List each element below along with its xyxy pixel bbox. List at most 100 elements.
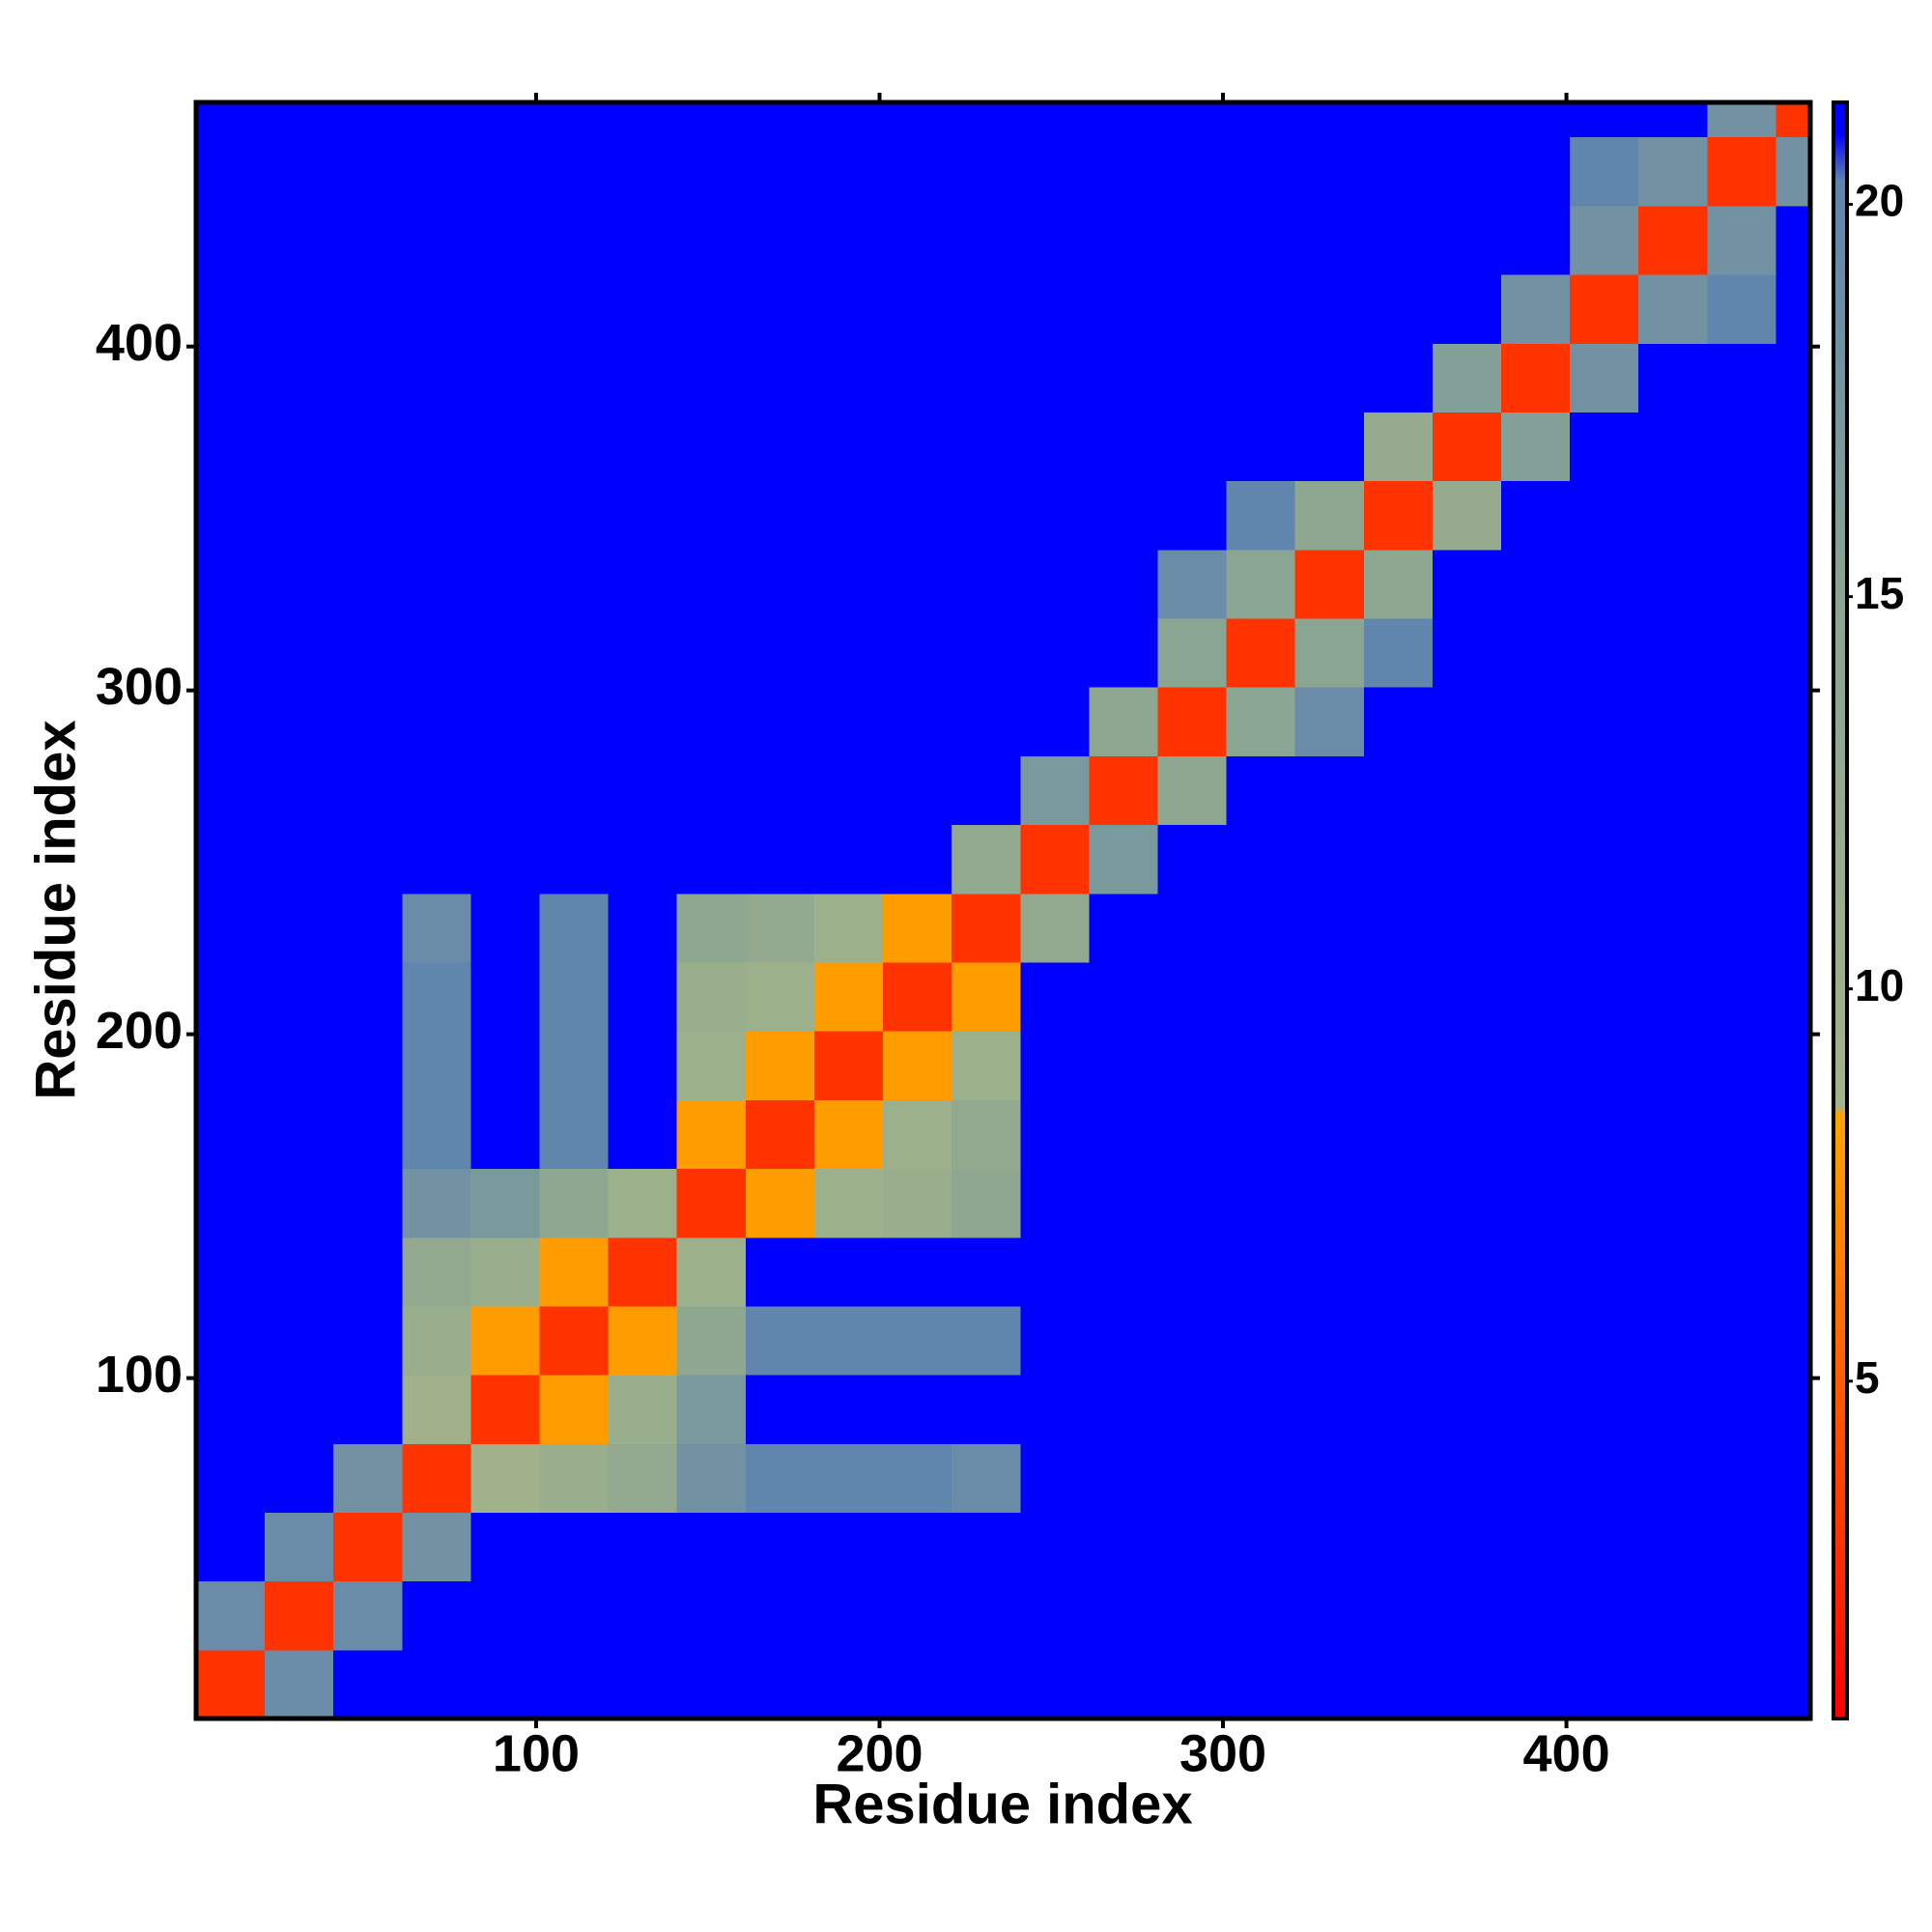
heatmap-cell — [883, 824, 952, 895]
heatmap-cell — [265, 1236, 334, 1307]
heatmap-cell — [196, 1375, 266, 1444]
heatmap-cell — [952, 961, 1021, 1032]
heatmap-cell — [402, 343, 472, 412]
heatmap-cell — [1501, 687, 1571, 756]
heatmap-cell — [813, 1099, 884, 1170]
heatmap-cell — [1226, 1375, 1296, 1444]
heatmap-cell — [1363, 412, 1434, 482]
heatmap-cell — [1226, 480, 1296, 551]
heatmap-cell — [1501, 961, 1571, 1032]
heatmap-cell — [470, 1375, 541, 1444]
heatmap-cell — [1570, 687, 1639, 756]
heatmap-cell — [265, 205, 334, 275]
heatmap-cell — [196, 1580, 266, 1651]
heatmap-cell — [676, 343, 747, 412]
heatmap-cell — [1707, 1099, 1777, 1170]
heatmap-cell — [676, 480, 747, 551]
heatmap-cell — [539, 136, 610, 207]
heatmap-cell — [1638, 480, 1708, 551]
heatmap-cell — [1294, 961, 1365, 1032]
heatmap-cell — [608, 1580, 678, 1651]
heatmap-cell — [1638, 961, 1708, 1032]
plot-frame — [193, 99, 1813, 1721]
heatmap-cell — [608, 687, 678, 756]
heatmap-cell — [470, 617, 541, 688]
heatmap-cell — [1707, 343, 1777, 412]
heatmap-cell — [1501, 1031, 1571, 1100]
heatmap-cell — [402, 687, 472, 756]
heatmap-cell — [1020, 273, 1090, 344]
heatmap-cell — [608, 1168, 678, 1238]
heatmap-cell — [1089, 205, 1159, 275]
heatmap-cell — [883, 1512, 952, 1582]
heatmap-cell — [1501, 1168, 1571, 1238]
heatmap-cell — [1294, 1099, 1365, 1170]
heatmap-cell — [813, 102, 884, 138]
heatmap-cell — [952, 102, 1021, 138]
heatmap-cell — [265, 1305, 334, 1376]
heatmap-cell — [539, 102, 610, 138]
heatmap-cell — [1776, 1099, 1811, 1170]
heatmap-cell — [952, 1031, 1021, 1100]
heatmap-cell — [1776, 480, 1811, 551]
heatmap-cell — [1226, 824, 1296, 895]
heatmap-cell — [1432, 273, 1502, 344]
heatmap-cell — [1089, 549, 1159, 619]
heatmap-cell — [1776, 273, 1811, 344]
heatmap-cell — [1638, 412, 1708, 482]
heatmap-cell — [1089, 1031, 1159, 1100]
heatmap-cell — [1570, 755, 1639, 826]
heatmap-cell — [1570, 1031, 1639, 1100]
heatmap-cell — [1707, 1512, 1777, 1582]
heatmap-cell — [1157, 1236, 1228, 1307]
heatmap-cell — [952, 755, 1021, 826]
heatmap-cell — [1089, 1168, 1159, 1238]
heatmap-cell — [1157, 1512, 1228, 1582]
heatmap-cell — [676, 1031, 747, 1100]
heatmap-cell — [402, 1305, 472, 1376]
heatmap-cell — [1226, 102, 1296, 138]
heatmap-cell — [1638, 136, 1708, 207]
heatmap-cell — [470, 1443, 541, 1514]
heatmap-cell — [1157, 893, 1228, 963]
heatmap-cell — [1501, 205, 1571, 275]
heatmap-cell — [608, 412, 678, 482]
heatmap-cell — [676, 1580, 747, 1651]
heatmap-cell — [1226, 1099, 1296, 1170]
heatmap-cell — [1776, 824, 1811, 895]
heatmap-cell — [1501, 1375, 1571, 1444]
heatmap-cell — [1363, 755, 1434, 826]
heatmap-cell — [1707, 273, 1777, 344]
heatmap-cell — [539, 1580, 610, 1651]
heatmap-cell — [813, 1236, 884, 1307]
heatmap-cell — [265, 136, 334, 207]
heatmap-cell — [1638, 1649, 1708, 1719]
heatmap-cell — [402, 412, 472, 482]
heatmap-cell — [470, 1031, 541, 1100]
heatmap-cell — [1157, 824, 1228, 895]
heatmap-cell — [1089, 1443, 1159, 1514]
heatmap-cell — [1707, 755, 1777, 826]
heatmap-cell — [1432, 549, 1502, 619]
heatmap-cell — [1157, 1375, 1228, 1444]
heatmap-cell — [1089, 1305, 1159, 1376]
heatmap-cell — [1776, 893, 1811, 963]
heatmap-cell — [402, 1512, 472, 1582]
heatmap-cell — [1226, 1305, 1296, 1376]
heatmap-cell — [539, 617, 610, 688]
heatmap-cell — [745, 824, 815, 895]
heatmap-cell — [1570, 893, 1639, 963]
heatmap-cell — [333, 1305, 403, 1376]
heatmap — [196, 102, 1811, 1719]
heatmap-cell — [1089, 480, 1159, 551]
heatmap-cell — [952, 1512, 1021, 1582]
heatmap-cell — [1363, 824, 1434, 895]
heatmap-cell — [1363, 1649, 1434, 1719]
heatmap-cell — [883, 343, 952, 412]
heatmap-cell — [1432, 1649, 1502, 1719]
heatmap-cell — [813, 136, 884, 207]
heatmap-cell — [1707, 412, 1777, 482]
heatmap-cell — [883, 136, 952, 207]
heatmap-cell — [1020, 480, 1090, 551]
heatmap-cell — [883, 205, 952, 275]
